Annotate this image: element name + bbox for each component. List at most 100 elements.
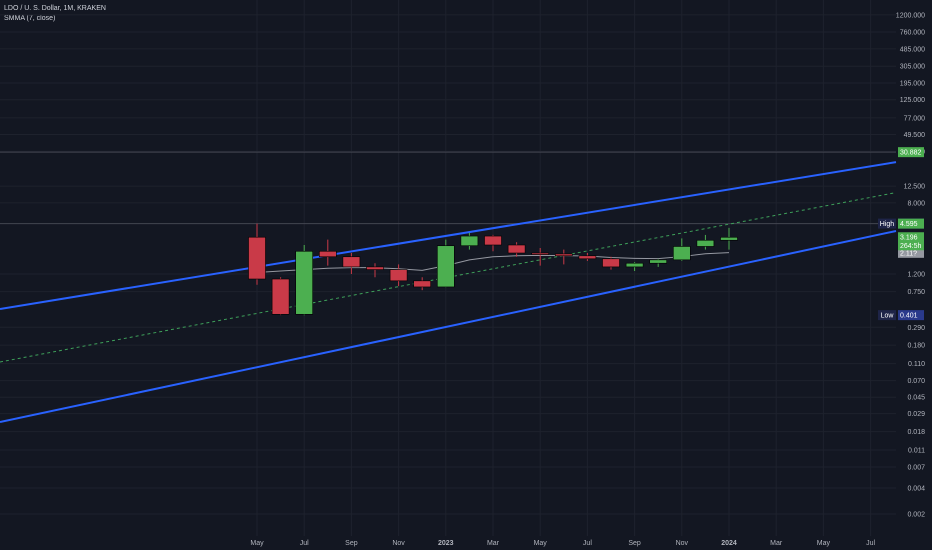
price-tag: 3.196 — [898, 232, 924, 243]
price-tag-bg — [898, 147, 924, 158]
candle-body — [484, 235, 502, 246]
candle-body — [436, 245, 455, 288]
candle — [720, 227, 738, 250]
y-tick-label: 49.500 — [904, 132, 926, 139]
x-tick-label: May — [250, 540, 264, 547]
y-tick-label: 77.000 — [904, 115, 926, 122]
price-tag-value: 2.11? — [900, 250, 917, 257]
symbol-title[interactable]: LDO / U. S. Dollar, 1M, KRAKEN — [4, 5, 106, 12]
candle — [318, 239, 337, 266]
y-tick-label: 0.290 — [907, 325, 925, 332]
countdown-value: 264:5h — [900, 243, 922, 250]
price-tag-bg — [898, 218, 924, 229]
candle-body — [672, 246, 691, 261]
x-tick-label: May — [817, 540, 831, 547]
x-tick-label: Nov — [392, 540, 405, 547]
y-tick-label: 0.180 — [907, 343, 925, 350]
candle — [413, 277, 432, 291]
channel-lines — [0, 161, 897, 424]
y-tick-label: 1.200 — [907, 272, 925, 279]
time-axis[interactable]: May Jul Sep Nov 2023 Mar May Jul Sep Nov 2024 Mar Ma… — [250, 540, 875, 547]
x-tick-label: Mar — [487, 540, 500, 547]
candle-body — [720, 236, 738, 241]
y-tick-label: 195.000 — [900, 81, 925, 88]
candle-body — [271, 278, 290, 315]
price-tag-value: 0.401 — [900, 313, 918, 320]
price-tag-value: 3.196 — [900, 235, 918, 242]
channel-upper-line — [0, 161, 897, 311]
x-tick-label: May — [534, 540, 548, 547]
smma-line — [256, 252, 730, 273]
y-tick-label: 760.000 — [900, 29, 925, 36]
x-tick-label: Mar — [770, 540, 783, 547]
y-tick-label: 8.000 — [907, 200, 925, 207]
price-tag-value: 4.595 — [900, 221, 918, 228]
candle-body — [389, 269, 408, 282]
chart-legend: LDO / U. S. Dollar, 1M, KRAKEN SMMA (7, … — [4, 4, 106, 24]
y-tick-label: 0.045 — [907, 395, 925, 402]
candle-body — [602, 258, 620, 268]
price-tag-bg — [898, 247, 924, 258]
y-tick-label: 0.004 — [907, 485, 925, 492]
x-tick-label: 2023 — [438, 540, 454, 547]
y-tick-label: 0.070 — [907, 378, 925, 385]
candle-body — [295, 250, 314, 315]
y-tick-label: 1200.000 — [896, 12, 925, 19]
candle — [578, 253, 597, 261]
candle — [460, 232, 479, 250]
candle-body — [578, 255, 597, 260]
y-tick-label: 305.000 — [900, 64, 925, 71]
candle-body — [649, 259, 668, 264]
price-tag-bg — [898, 310, 924, 321]
candle-body — [248, 236, 266, 280]
price-axis[interactable]: 2000.0001200.000760.000485.000305.000195… — [896, 0, 925, 519]
candle — [271, 277, 290, 316]
x-tick-label: Jul — [866, 540, 875, 547]
price-tag-caption-bg — [878, 310, 896, 321]
countdown-tag: 264:5h — [898, 241, 924, 251]
price-tag-caption: High — [880, 221, 895, 228]
x-tick-label: 2024 — [721, 540, 737, 547]
candle — [649, 258, 668, 267]
candle — [507, 242, 526, 257]
candle-body — [366, 266, 384, 270]
candle-body — [696, 239, 715, 247]
indicator-label[interactable]: SMMA (7, close) — [4, 15, 56, 22]
candle — [484, 234, 502, 252]
grid — [0, 0, 896, 536]
price-tag: 4.595 — [898, 218, 924, 229]
horizontal-lines — [0, 151, 896, 225]
price-labels: 30.882High4.6004.5953.1962.11?Low0.40126… — [878, 147, 924, 321]
price-tag-caption: Low — [881, 313, 895, 320]
candle — [248, 223, 266, 285]
y-tick-label: 0.018 — [907, 429, 925, 436]
candle-body — [531, 252, 550, 255]
candle — [342, 253, 361, 274]
countdown-bg — [898, 241, 924, 251]
x-tick-label: Sep — [345, 540, 358, 547]
y-tick-label: 0.110 — [908, 361, 925, 368]
channel-mid-line — [0, 192, 897, 363]
candles — [248, 223, 738, 316]
candle — [672, 238, 691, 261]
candle — [696, 234, 715, 250]
candle — [602, 256, 620, 270]
y-tick-label: 0.029 — [907, 411, 925, 418]
channel-lower-line — [0, 230, 897, 424]
candle-body — [342, 256, 361, 268]
candle-body — [413, 280, 432, 288]
candle-body — [318, 250, 337, 258]
price-tag: Low 0.401 — [878, 310, 924, 321]
y-tick-label: 0.002 — [907, 512, 925, 519]
price-tag: 2.11? — [898, 247, 924, 258]
candle — [436, 239, 455, 288]
candle — [295, 244, 314, 316]
candle-body — [554, 253, 573, 257]
x-tick-label: Jul — [583, 540, 592, 547]
y-tick-label: 12.500 — [904, 184, 926, 191]
candle — [366, 263, 384, 278]
x-tick-label: Sep — [628, 540, 641, 547]
y-tick-label: 125.000 — [900, 97, 925, 104]
price-tag-caption-bg — [878, 218, 896, 229]
